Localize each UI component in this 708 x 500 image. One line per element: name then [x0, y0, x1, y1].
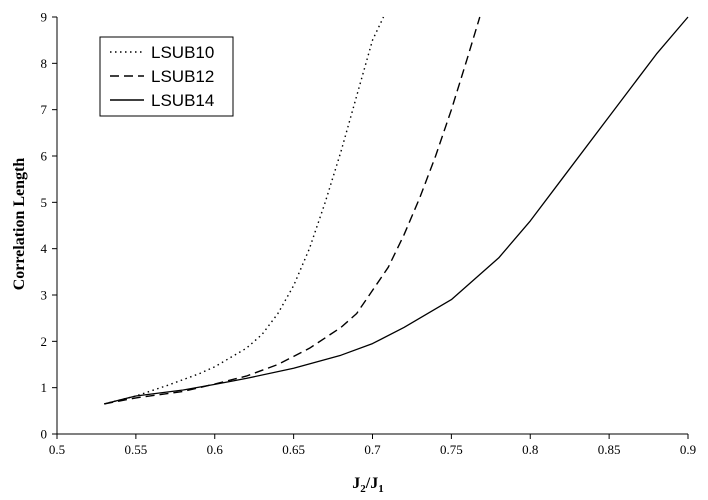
x-tick-label: 0.9	[680, 442, 696, 457]
y-axis-title: Correlation Length	[11, 158, 28, 291]
y-tick-label: 4	[41, 241, 48, 256]
series-line-lsub14	[104, 16, 689, 405]
y-tick-label: 7	[41, 102, 48, 117]
legend: LSUB10 LSUB12 LSUB14	[99, 36, 234, 117]
x-tick-label: 0.85	[598, 442, 621, 457]
x-tick-label: 0.75	[440, 442, 463, 457]
y-tick-label: 1	[41, 380, 48, 395]
x-tick-label: 0.5	[49, 442, 65, 457]
x-tick-label: 0.6	[207, 442, 224, 457]
legend-label-lsub10: LSUB10	[151, 43, 214, 62]
x-axis-title: J2/J1	[352, 475, 383, 495]
legend-box	[99, 36, 234, 117]
legend-label-lsub12: LSUB12	[151, 67, 214, 86]
y-tick-label: 0	[41, 427, 48, 442]
y-tick-label: 5	[41, 195, 48, 210]
y-tick-label: 3	[41, 288, 48, 303]
y-tick-label: 8	[41, 56, 48, 71]
y-tick-label: 9	[41, 10, 48, 25]
y-tick-label: 2	[41, 334, 48, 349]
y-ticks: 0 1 2 3 4 5 6 7 8 9	[41, 10, 57, 442]
legend-label-lsub14: LSUB14	[151, 91, 214, 110]
y-tick-label: 6	[41, 149, 48, 164]
x-tick-label: 0.55	[125, 442, 148, 457]
x-tick-label: 0.8	[522, 442, 538, 457]
x-tick-label: 0.65	[282, 442, 305, 457]
series-layer	[104, 16, 689, 405]
x-tick-label: 0.7	[364, 442, 381, 457]
series-line-lsub10	[104, 16, 385, 405]
x-ticks: 0.5 0.55 0.6 0.65 0.7 0.75 0.8 0.85 0.9	[49, 434, 696, 457]
